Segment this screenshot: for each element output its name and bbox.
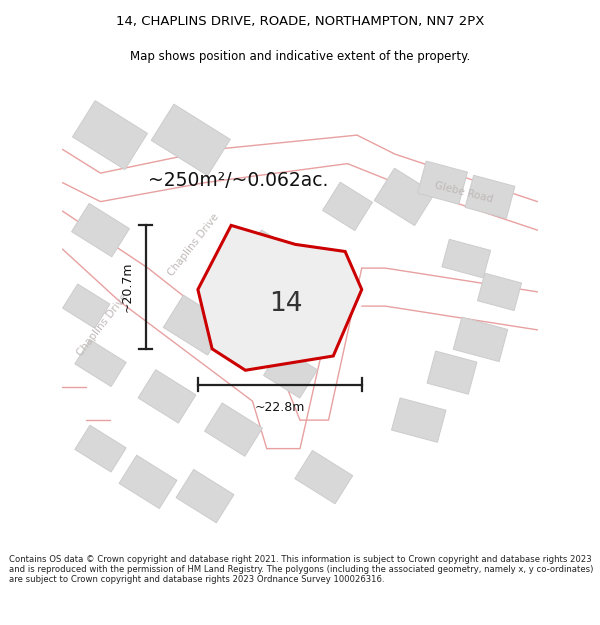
Text: ~22.8m: ~22.8m xyxy=(254,401,305,414)
Text: Chaplins Drive: Chaplins Drive xyxy=(76,292,130,358)
Polygon shape xyxy=(75,425,126,472)
Polygon shape xyxy=(198,226,362,370)
Polygon shape xyxy=(119,455,177,509)
Polygon shape xyxy=(427,351,477,394)
Polygon shape xyxy=(347,102,538,202)
Polygon shape xyxy=(73,101,148,169)
Polygon shape xyxy=(62,284,110,328)
Polygon shape xyxy=(442,239,491,278)
Polygon shape xyxy=(71,204,130,257)
Polygon shape xyxy=(62,211,300,449)
Polygon shape xyxy=(163,295,228,355)
Polygon shape xyxy=(392,398,446,442)
Polygon shape xyxy=(62,249,148,387)
Polygon shape xyxy=(374,168,435,226)
Polygon shape xyxy=(418,161,467,204)
Polygon shape xyxy=(138,370,196,423)
Polygon shape xyxy=(241,230,302,288)
Polygon shape xyxy=(176,469,234,522)
Polygon shape xyxy=(324,268,376,449)
Text: 14: 14 xyxy=(269,291,302,317)
Text: Contains OS data © Crown copyright and database right 2021. This information is : Contains OS data © Crown copyright and d… xyxy=(9,554,593,584)
Polygon shape xyxy=(62,135,395,202)
Polygon shape xyxy=(478,273,521,311)
Text: ~250m²/~0.062ac.: ~250m²/~0.062ac. xyxy=(148,171,328,190)
Text: 14, CHAPLINS DRIVE, ROADE, NORTHAMPTON, NN7 2PX: 14, CHAPLINS DRIVE, ROADE, NORTHAMPTON, … xyxy=(116,16,484,28)
Polygon shape xyxy=(205,403,262,456)
Polygon shape xyxy=(151,104,230,176)
Polygon shape xyxy=(297,290,350,341)
Polygon shape xyxy=(263,348,317,398)
Polygon shape xyxy=(453,317,508,362)
Polygon shape xyxy=(75,340,126,386)
Polygon shape xyxy=(323,182,373,231)
Text: Chaplins Drive: Chaplins Drive xyxy=(166,213,221,279)
Text: Map shows position and indicative extent of the property.: Map shows position and indicative extent… xyxy=(130,50,470,62)
Text: Glebe Road: Glebe Road xyxy=(434,180,494,204)
Polygon shape xyxy=(465,175,515,219)
Polygon shape xyxy=(295,451,353,504)
Text: ~20.7m: ~20.7m xyxy=(121,262,134,312)
